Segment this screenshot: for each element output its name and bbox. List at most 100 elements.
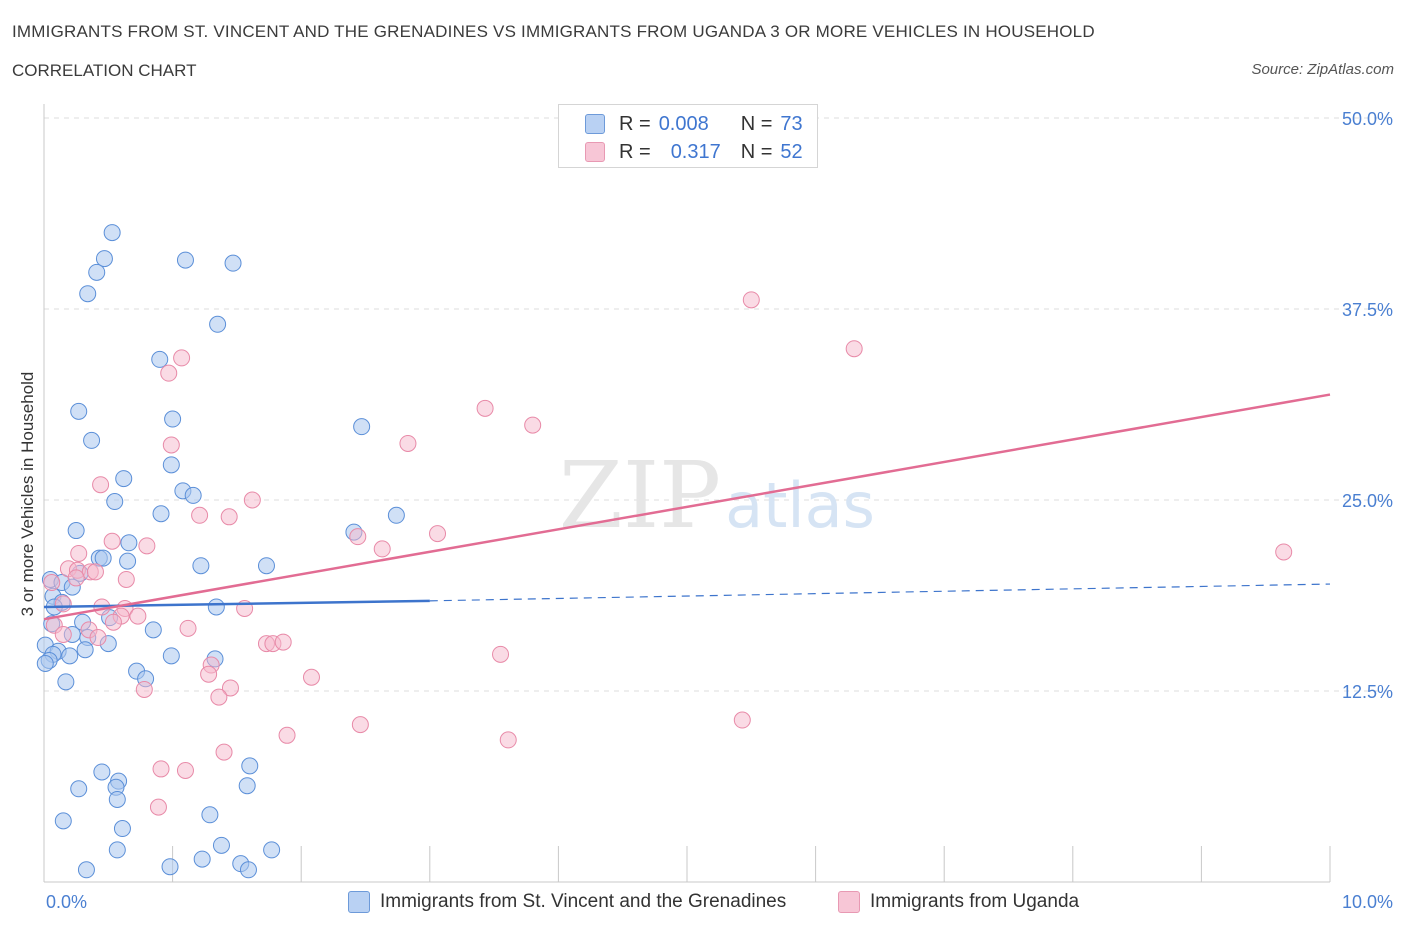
- data-point-uganda: [173, 349, 191, 367]
- source-credit: Source: ZipAtlas.com: [1251, 61, 1394, 78]
- data-point-uganda: [742, 291, 760, 309]
- data-point-st-vincent: [387, 506, 405, 524]
- legend-row-uganda: R = 0.317 N = 52: [585, 139, 803, 165]
- data-point-uganda: [117, 570, 135, 588]
- data-point-uganda: [200, 665, 218, 683]
- data-point-uganda: [129, 607, 147, 625]
- data-point-uganda: [351, 716, 369, 734]
- y-tick-label: 25.0%: [1342, 491, 1393, 511]
- data-point-st-vincent: [94, 549, 112, 567]
- legend-swatch-blue: [585, 114, 605, 134]
- data-point-uganda: [215, 743, 233, 761]
- legend-n-value: 73: [780, 112, 803, 135]
- data-point-uganda: [1275, 543, 1293, 561]
- data-point-st-vincent: [108, 841, 126, 859]
- data-point-uganda: [429, 525, 447, 543]
- trend-line-uganda: [43, 393, 1331, 621]
- data-point-st-vincent: [113, 820, 131, 838]
- data-point-st-vincent: [161, 858, 179, 876]
- data-point-uganda: [70, 544, 88, 562]
- data-point-st-vincent: [115, 470, 133, 488]
- data-point-uganda: [373, 540, 391, 558]
- legend-n-label: N =: [740, 112, 773, 135]
- legend-n-value: 52: [780, 140, 803, 163]
- x-tick-label: 10.0%: [1342, 892, 1393, 912]
- bottom-legend-label: Immigrants from Uganda: [870, 891, 1080, 912]
- data-point-st-vincent: [54, 812, 72, 830]
- data-point-uganda: [210, 688, 228, 706]
- data-point-st-vincent: [184, 486, 202, 504]
- data-point-st-vincent: [207, 598, 225, 616]
- data-point-st-vincent: [209, 315, 227, 333]
- data-point-st-vincent: [144, 621, 162, 639]
- data-point-st-vincent: [238, 777, 256, 795]
- bottom-legend-uganda: Immigrants from Uganda: [838, 889, 1079, 915]
- data-point-uganda: [524, 416, 542, 434]
- data-point-uganda: [92, 476, 110, 494]
- data-point-st-vincent: [83, 431, 101, 449]
- data-point-uganda: [135, 680, 153, 698]
- trend-lines: [43, 393, 1331, 621]
- series-st-vincent-points: [36, 224, 405, 879]
- data-point-st-vincent: [201, 806, 219, 824]
- bottom-legend-label: Immigrants from St. Vincent and the Gren…: [380, 891, 787, 912]
- data-point-st-vincent: [95, 250, 113, 268]
- y-tick-label: 12.5%: [1342, 682, 1393, 702]
- chart-subtitle: CORRELATION CHART: [12, 61, 197, 80]
- legend-r-label: R =: [619, 112, 651, 135]
- data-point-st-vincent: [103, 224, 121, 242]
- data-point-st-vincent: [88, 263, 106, 281]
- data-point-uganda: [179, 619, 197, 637]
- bottom-legend-swatch-blue: [348, 891, 370, 913]
- data-point-st-vincent: [176, 251, 194, 269]
- legend-r-value: 0.008: [658, 112, 709, 135]
- data-point-uganda: [302, 668, 320, 686]
- data-point-uganda: [191, 506, 209, 524]
- data-point-st-vincent: [61, 647, 79, 665]
- data-point-st-vincent: [193, 850, 211, 868]
- data-point-uganda: [103, 532, 121, 550]
- data-point-uganda: [54, 595, 72, 613]
- data-point-st-vincent: [162, 647, 180, 665]
- data-point-uganda: [162, 436, 180, 454]
- data-point-st-vincent: [239, 861, 257, 879]
- data-point-uganda: [54, 625, 72, 643]
- y-tick-label: 37.5%: [1342, 300, 1393, 320]
- watermark-zip: ZIP: [559, 442, 721, 549]
- data-point-st-vincent: [57, 673, 75, 691]
- data-point-uganda: [176, 761, 194, 779]
- x-tick-label: 0.0%: [46, 892, 87, 912]
- data-point-st-vincent: [106, 493, 124, 511]
- data-point-st-vincent: [263, 841, 281, 859]
- data-point-st-vincent: [212, 836, 230, 854]
- zipatlas-watermark: ZIP atlas: [559, 442, 875, 549]
- bottom-legend-swatch-pink: [838, 891, 860, 913]
- data-point-st-vincent: [152, 505, 170, 523]
- data-point-uganda: [476, 399, 494, 417]
- tick-labels: 12.5% 25.0% 37.5% 50.0% 0.0% 10.0%: [46, 109, 1393, 912]
- data-point-st-vincent: [76, 641, 94, 659]
- data-point-st-vincent: [70, 780, 88, 798]
- data-point-st-vincent: [79, 285, 97, 303]
- data-point-st-vincent: [353, 418, 371, 436]
- legend-n-label: N =: [740, 140, 773, 163]
- data-point-st-vincent: [192, 557, 210, 575]
- data-point-st-vincent: [36, 654, 54, 672]
- data-point-st-vincent: [164, 410, 182, 428]
- data-point-st-vincent: [67, 522, 85, 540]
- legend-row-st-vincent: R = 0.008 N = 73: [585, 111, 803, 137]
- series-uganda-points: [43, 291, 1293, 816]
- data-point-uganda: [243, 491, 261, 509]
- legend: R = 0.008 N = 73 R = 0.317 N = 52: [558, 104, 818, 168]
- trend-line-st-vincent-extrapolated: [429, 583, 1331, 602]
- data-point-uganda: [492, 645, 510, 663]
- data-point-st-vincent: [119, 552, 137, 570]
- data-point-st-vincent: [93, 763, 111, 781]
- data-point-uganda: [149, 798, 167, 816]
- data-point-st-vincent: [108, 790, 126, 808]
- data-point-uganda: [152, 760, 170, 778]
- trend-line-st-vincent: [43, 599, 430, 609]
- data-point-uganda: [160, 364, 178, 382]
- data-point-st-vincent: [162, 456, 180, 474]
